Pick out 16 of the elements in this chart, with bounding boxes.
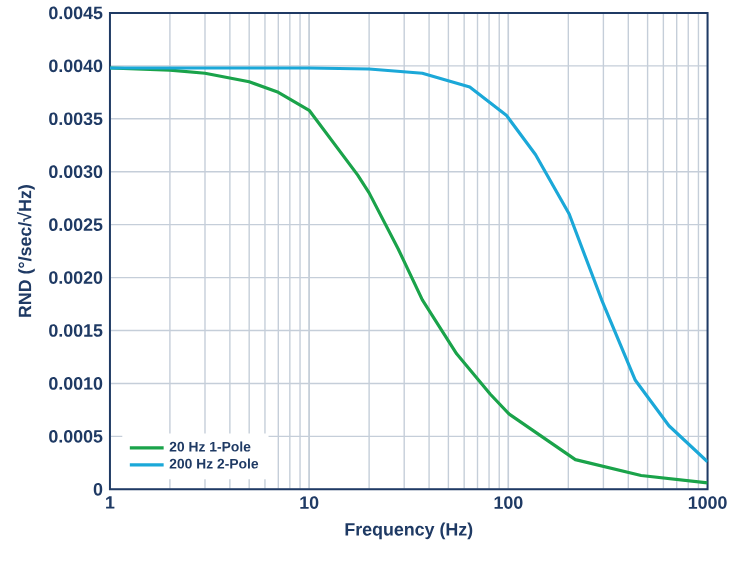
x-tick-label: 100 [494,496,523,509]
y-tick-label: 0.0035 [49,112,103,125]
y-axis-title: RND (°/sec/√Hz) [16,184,35,317]
y-tick-label: 0.0005 [49,429,103,443]
y-tick-label: 0.0020 [49,270,103,284]
x-tick-label: 1000 [688,496,727,509]
y-tick-label: 0.0015 [49,323,103,337]
x-axis-title: Frequency (Hz) [345,522,473,539]
y-tick-label: 0.0040 [49,59,103,72]
x-tick-label: 1 [106,496,115,509]
y-tick-label: 0.0010 [49,376,103,390]
y-tick-label: 0.0045 [49,6,103,19]
y-tick-label: 0.0025 [49,218,103,231]
y-tick-label: 0.0030 [49,165,103,178]
y-tick-label: 0 [93,482,103,496]
x-tick-label: 10 [300,496,319,509]
